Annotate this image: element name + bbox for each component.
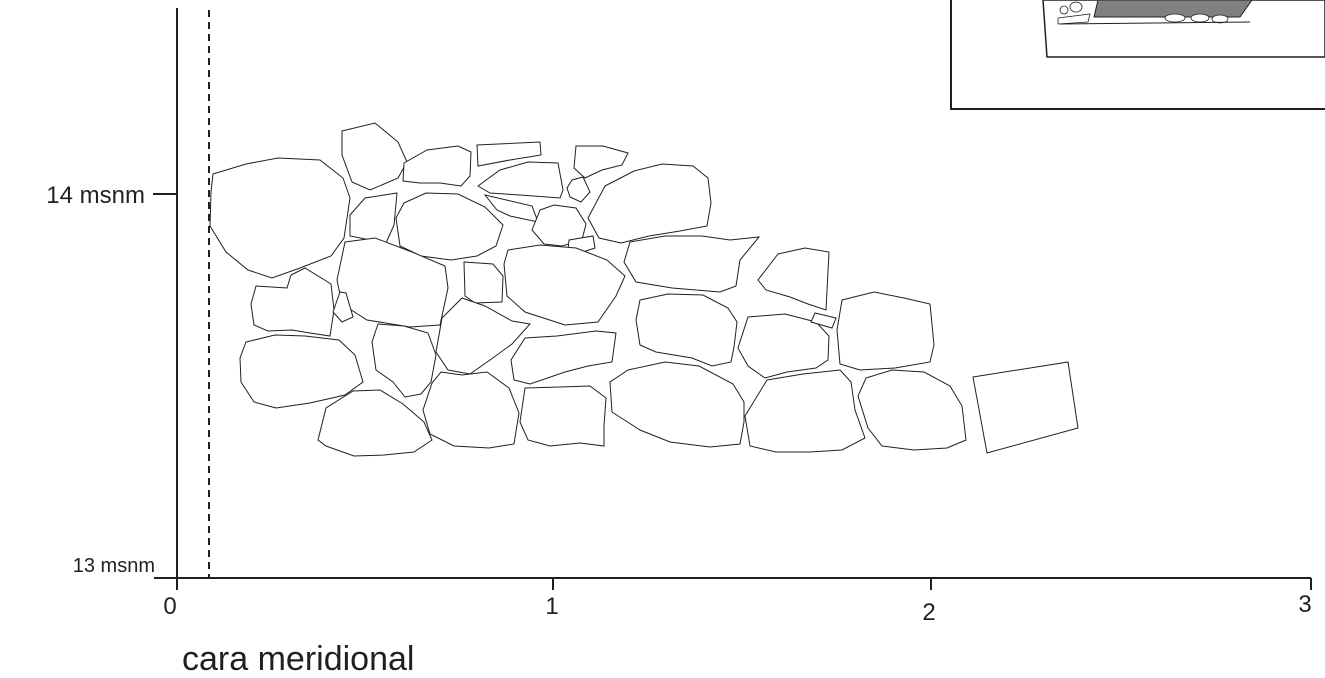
inset-map	[950, 0, 1325, 110]
inset-stone	[1211, 14, 1229, 24]
inset-sheet	[1042, 0, 1325, 58]
inset-stone	[1190, 13, 1210, 23]
x-label-1: 1	[545, 593, 558, 620]
stone	[402, 145, 472, 187]
stone	[463, 261, 504, 304]
stone	[623, 235, 761, 293]
stone	[422, 371, 520, 449]
stone	[857, 369, 967, 451]
inset-stone	[1059, 5, 1069, 15]
stone	[476, 141, 542, 167]
caption: cara meridional	[182, 640, 414, 678]
stone	[239, 334, 364, 409]
stone	[587, 163, 712, 244]
x-label-0: 0	[163, 593, 176, 620]
stone	[737, 313, 830, 379]
stone	[371, 323, 437, 398]
stone	[836, 291, 935, 371]
stone	[609, 361, 745, 448]
wall-stones	[209, 122, 1079, 457]
stone	[566, 176, 591, 203]
x-label-2: 2	[922, 599, 935, 626]
stone	[341, 122, 408, 191]
inset-stone	[1069, 1, 1083, 13]
y-label-14: 14 msnm	[46, 182, 145, 209]
inset-wall-shading	[1093, 0, 1253, 18]
x-label-3: 3	[1298, 591, 1311, 618]
stone	[483, 194, 539, 223]
stone	[435, 297, 531, 375]
stone	[209, 157, 351, 279]
stone	[635, 293, 738, 367]
inset-frame	[950, 0, 1325, 110]
stone	[744, 369, 866, 453]
stone	[510, 330, 617, 385]
stone	[573, 145, 629, 179]
stone	[395, 192, 504, 261]
stone	[503, 244, 626, 326]
inset-baseline	[1059, 21, 1251, 25]
stone	[972, 361, 1079, 454]
stone	[519, 385, 607, 447]
stone	[810, 312, 837, 329]
inset-stone	[1164, 13, 1186, 23]
inset-marker	[1057, 13, 1091, 25]
stone	[477, 161, 564, 199]
stone	[349, 192, 398, 244]
stone	[317, 389, 433, 457]
stone	[757, 247, 830, 311]
y-label-13: 13 msnm	[73, 555, 155, 577]
stone	[250, 267, 335, 337]
stone	[332, 291, 354, 323]
